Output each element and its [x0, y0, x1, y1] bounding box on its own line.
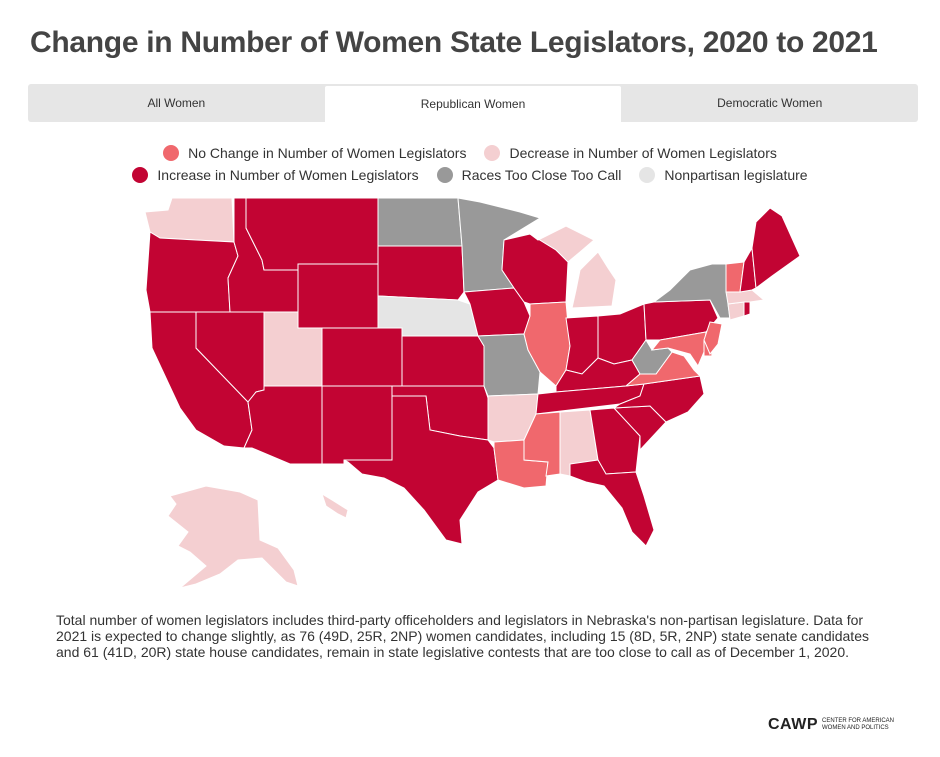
state-NM[interactable] [321, 385, 393, 465]
state-MT[interactable] [245, 197, 379, 271]
state-HI[interactable] [321, 492, 349, 519]
legend: No Change in Number of Women Legislators… [0, 143, 940, 187]
legend-item-nonpartisan[interactable]: Nonpartisan legislature [639, 167, 808, 183]
state-SD[interactable] [377, 245, 465, 301]
legend-item-decrease[interactable]: Decrease in Number of Women Legislators [484, 145, 777, 161]
state-MI2[interactable] [571, 251, 617, 309]
legend-label-no-change: No Change in Number of Women Legislators [188, 145, 467, 161]
tab-all-women-label: All Women [147, 96, 206, 110]
legend-dot-too-close [436, 167, 453, 183]
state-AZ[interactable] [243, 385, 323, 465]
legend-item-increase[interactable]: Increase in Number of Women Legislators [132, 167, 419, 183]
state-OR[interactable] [145, 231, 239, 313]
logo-mark: CAWP [768, 716, 818, 733]
state-MI[interactable] [529, 225, 595, 263]
legend-dot-increase [132, 167, 149, 183]
tab-all-women[interactable]: All Women [28, 84, 325, 122]
state-NH[interactable] [739, 246, 757, 293]
state-WA[interactable] [144, 197, 235, 243]
cawp-logo: CAWP CENTER FOR AMERICAN WOMEN AND POLIT… [768, 716, 912, 734]
us-states-map [130, 196, 820, 596]
tab-democratic-women[interactable]: Democratic Women [621, 84, 918, 122]
state-ND[interactable] [377, 197, 463, 247]
logo-line-2: WOMEN AND POLITICS [822, 725, 889, 731]
state-WV[interactable] [631, 339, 673, 375]
tab-republican-women[interactable]: Republican Women [324, 86, 622, 122]
logo-line-1: CENTER FOR AMERICAN [822, 718, 895, 724]
legend-row-2: Increase in Number of Women Legislators … [0, 165, 940, 185]
tab-bar: All Women Republican Women Democratic Wo… [28, 84, 918, 122]
state-WY[interactable] [297, 263, 379, 329]
state-TX[interactable] [343, 395, 499, 545]
tab-democratic-women-label: Democratic Women [717, 96, 823, 110]
logo-subtitle: CENTER FOR AMERICAN WOMEN AND POLITICS [822, 718, 912, 732]
tab-republican-women-label: Republican Women [420, 97, 526, 111]
state-RI[interactable] [743, 301, 751, 317]
chart-title: Change in Number of Women State Legislat… [30, 26, 878, 59]
state-NC[interactable] [612, 375, 705, 423]
state-CO[interactable] [321, 327, 403, 387]
state-NJ[interactable] [703, 321, 723, 355]
us-map-svg [144, 197, 801, 589]
legend-item-no-change[interactable]: No Change in Number of Women Legislators [163, 145, 466, 161]
state-ME[interactable] [751, 207, 801, 289]
state-KS[interactable] [401, 335, 485, 387]
legend-label-increase: Increase in Number of Women Legislators [157, 167, 419, 183]
legend-label-too-close: Races Too Close Too Call [461, 167, 622, 183]
legend-label-nonpartisan: Nonpartisan legislature [664, 167, 808, 183]
state-AK[interactable] [167, 485, 299, 589]
state-FL[interactable] [569, 459, 655, 547]
footnote: Total number of women legislators includ… [56, 612, 869, 660]
legend-dot-nonpartisan [639, 167, 656, 183]
legend-dot-decrease [484, 145, 501, 161]
legend-label-decrease: Decrease in Number of Women Legislators [509, 145, 777, 161]
legend-item-too-close[interactable]: Races Too Close Too Call [436, 167, 622, 183]
state-CT[interactable] [727, 301, 745, 321]
legend-dot-no-change [163, 145, 180, 161]
legend-row-1: No Change in Number of Women Legislators… [0, 143, 940, 163]
